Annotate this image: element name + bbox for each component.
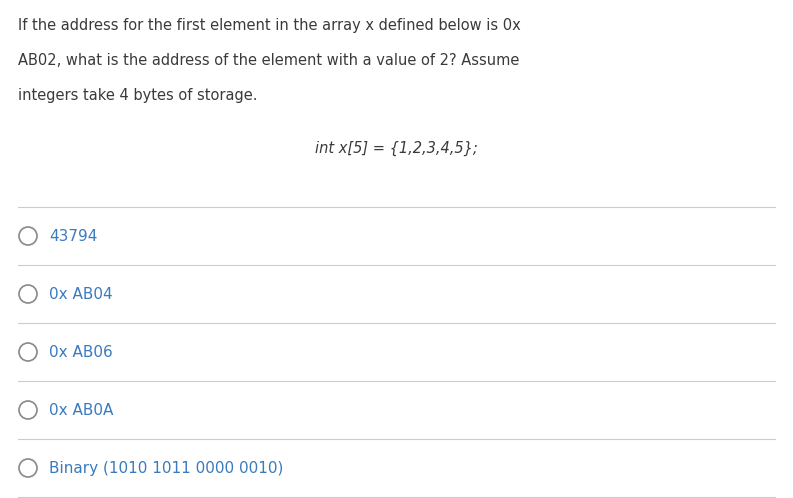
Text: int x[5] = {1,2,3,4,5};: int x[5] = {1,2,3,4,5};	[315, 141, 478, 156]
Text: 43794: 43794	[49, 229, 98, 244]
Text: AB02, what is the address of the element with a value of 2? Assume: AB02, what is the address of the element…	[18, 53, 519, 68]
Text: 0x AB0A: 0x AB0A	[49, 402, 113, 417]
Text: 0x AB06: 0x AB06	[49, 345, 113, 360]
Text: integers take 4 bytes of storage.: integers take 4 bytes of storage.	[18, 88, 258, 103]
Text: If the address for the first element in the array x defined below is 0x: If the address for the first element in …	[18, 18, 521, 33]
Text: Binary (1010 1011 0000 0010): Binary (1010 1011 0000 0010)	[49, 461, 283, 476]
Text: 0x AB04: 0x AB04	[49, 286, 113, 301]
